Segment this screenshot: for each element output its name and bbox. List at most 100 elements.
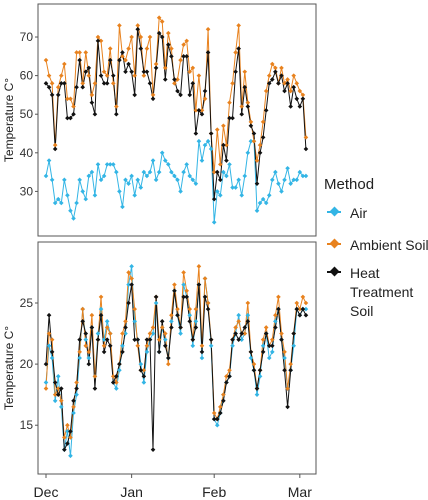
data-point-ambient-soil bbox=[68, 435, 73, 440]
data-point-air bbox=[291, 177, 297, 183]
bottom-y-tick-label: 25 bbox=[20, 296, 34, 310]
data-point-ambient-soil bbox=[175, 306, 180, 312]
data-point-ambient-soil bbox=[251, 361, 257, 367]
data-point-heat-treatment-soil bbox=[257, 150, 263, 156]
data-point-ambient-soil bbox=[68, 96, 73, 102]
data-point-heat-treatment-soil bbox=[107, 343, 113, 349]
data-point-air bbox=[86, 173, 92, 179]
data-point-ambient-soil bbox=[282, 349, 287, 355]
data-point-ambient-soil bbox=[101, 69, 107, 75]
data-point-heat-treatment-soil bbox=[300, 96, 306, 102]
data-point-ambient-soil bbox=[144, 46, 150, 51]
data-point-ambient-soil bbox=[202, 276, 208, 281]
data-point-air bbox=[110, 162, 116, 167]
data-point-heat-treatment-soil bbox=[55, 92, 61, 98]
data-point-air bbox=[276, 181, 281, 186]
data-point-air bbox=[43, 380, 49, 385]
data-point-heat-treatment-soil bbox=[300, 306, 306, 312]
data-point-air bbox=[224, 173, 229, 179]
data-point-air bbox=[273, 169, 278, 175]
data-point-ambient-soil bbox=[138, 34, 144, 40]
data-point-air bbox=[236, 312, 241, 318]
data-point-heat-treatment-soil bbox=[135, 26, 141, 32]
data-point-ambient-soil bbox=[187, 306, 193, 312]
data-point-air bbox=[233, 185, 238, 190]
data-point-air bbox=[52, 398, 58, 404]
data-point-air bbox=[294, 177, 300, 183]
data-point-heat-treatment-soil bbox=[150, 447, 156, 452]
data-point-air bbox=[89, 169, 95, 175]
data-point-heat-treatment-soil bbox=[80, 84, 85, 90]
data-point-ambient-soil bbox=[159, 19, 165, 24]
data-point-ambient-soil bbox=[294, 81, 300, 86]
data-point-air bbox=[150, 331, 156, 336]
data-point-ambient-soil bbox=[221, 392, 226, 397]
data-point-heat-treatment-soil bbox=[263, 108, 269, 113]
data-point-air bbox=[92, 192, 98, 198]
data-point-air bbox=[193, 319, 199, 324]
data-point-heat-treatment-soil bbox=[86, 65, 92, 71]
legend-label-heat-treatment-soil: Heat Treatment Soil bbox=[350, 265, 414, 319]
data-point-air bbox=[254, 392, 260, 397]
data-point-heat-treatment-soil bbox=[242, 325, 248, 330]
data-point-heat-treatment-soil bbox=[205, 50, 211, 55]
data-point-heat-treatment-soil bbox=[162, 343, 168, 349]
data-point-air bbox=[291, 343, 297, 349]
data-point-heat-treatment-soil bbox=[227, 115, 232, 121]
data-point-heat-treatment-soil bbox=[242, 84, 248, 90]
bottom-panel-y-axis-label: Temperature C° bbox=[2, 326, 16, 410]
data-point-ambient-soil bbox=[156, 337, 162, 342]
data-point-heat-treatment-soil bbox=[159, 319, 165, 324]
top-y-tick-label: 30 bbox=[20, 184, 34, 198]
data-point-air bbox=[199, 355, 205, 361]
data-point-air bbox=[169, 169, 174, 175]
data-point-ambient-soil bbox=[101, 343, 107, 349]
data-point-air bbox=[43, 173, 49, 179]
data-point-ambient-soil bbox=[62, 435, 67, 440]
data-point-air bbox=[248, 138, 254, 144]
data-point-heat-treatment-soil bbox=[214, 416, 220, 422]
top-panel: Temperature C° 30 40 50 60 70 bbox=[2, 3, 317, 237]
data-point-heat-treatment-soil bbox=[282, 88, 287, 94]
data-point-heat-treatment-soil bbox=[101, 349, 107, 355]
data-point-air bbox=[248, 355, 254, 361]
data-point-air bbox=[211, 219, 217, 225]
data-point-air bbox=[172, 173, 177, 179]
data-point-air bbox=[58, 404, 64, 410]
data-point-air bbox=[159, 150, 165, 156]
data-point-air bbox=[80, 189, 85, 194]
legend-key-air bbox=[327, 205, 341, 219]
data-point-ambient-soil bbox=[172, 81, 177, 86]
data-point-heat-treatment-soil bbox=[123, 69, 128, 75]
data-point-heat-treatment-soil bbox=[291, 84, 297, 90]
data-point-ambient-soil bbox=[166, 30, 171, 36]
data-point-ambient-soil bbox=[288, 88, 293, 94]
data-point-heat-treatment-soil bbox=[147, 81, 153, 86]
data-point-air bbox=[257, 374, 263, 379]
data-point-air bbox=[181, 282, 186, 287]
data-point-air bbox=[77, 177, 82, 183]
data-point-heat-treatment-soil bbox=[285, 404, 290, 410]
data-point-air bbox=[178, 189, 183, 194]
data-point-ambient-soil bbox=[62, 61, 67, 67]
data-point-ambient-soil bbox=[270, 61, 275, 67]
data-point-air bbox=[114, 169, 119, 175]
data-point-air bbox=[153, 300, 159, 306]
data-point-heat-treatment-soil bbox=[236, 46, 241, 51]
data-point-air bbox=[126, 282, 131, 287]
legend-key-ambient-soil bbox=[327, 237, 341, 251]
data-point-air bbox=[187, 173, 193, 179]
legend-label-air: Air bbox=[350, 205, 368, 221]
data-point-air bbox=[181, 169, 186, 175]
data-point-heat-treatment-soil bbox=[135, 337, 141, 342]
data-point-air bbox=[190, 177, 196, 183]
legend-item-ambient-soil: Ambient Soil bbox=[327, 236, 428, 255]
data-point-air bbox=[282, 355, 287, 361]
data-point-air bbox=[68, 208, 73, 214]
data-point-air bbox=[282, 177, 287, 183]
data-point-heat-treatment-soil bbox=[205, 306, 211, 312]
data-point-heat-treatment-soil bbox=[49, 92, 55, 98]
data-point-air bbox=[98, 306, 104, 312]
data-point-air bbox=[58, 200, 64, 206]
data-point-ambient-soil bbox=[294, 300, 300, 306]
